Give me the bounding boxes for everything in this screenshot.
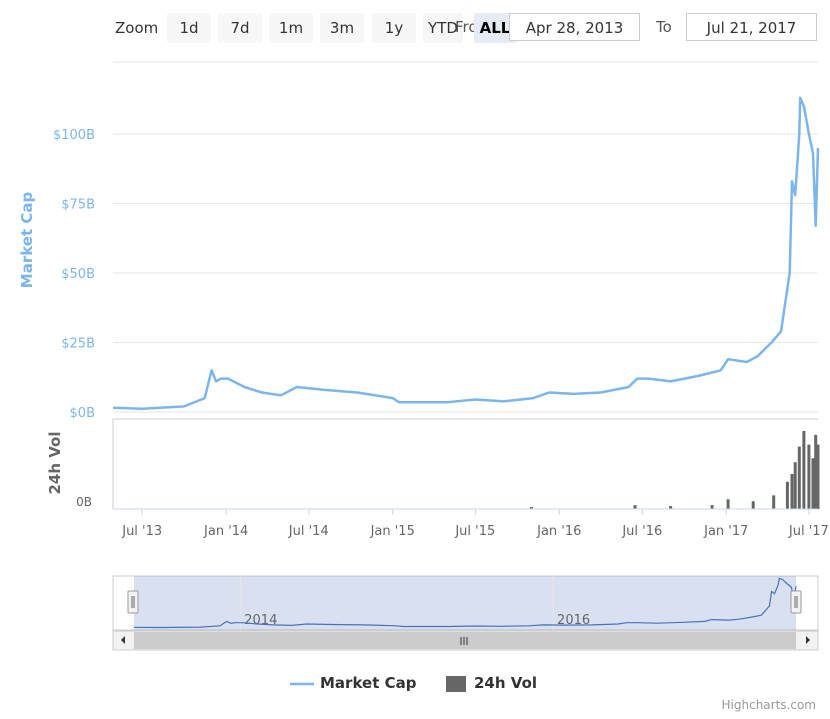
volume-bar <box>529 507 533 509</box>
zoom-3m-button[interactable]: 3m <box>320 13 364 43</box>
volume-bar <box>802 431 806 509</box>
to-date-input[interactable]: Jul 21, 2017 <box>686 13 817 41</box>
volume-bar <box>793 462 797 509</box>
y-gridlines <box>113 61 818 413</box>
x-tick-label: Jan '14 <box>203 524 248 539</box>
zoom-ytd-button[interactable]: YTD <box>423 13 463 43</box>
x-tick-label: Jul '16 <box>621 524 662 539</box>
volume-bar <box>816 444 820 509</box>
navigator[interactable]: 2014 2016 <box>112 575 819 631</box>
volume-bar <box>669 506 673 509</box>
y-axis-title: Market Cap <box>18 192 36 289</box>
volume-bars <box>529 431 820 510</box>
scroll-left-arrow-icon[interactable] <box>121 636 125 644</box>
navigator-series-line <box>133 577 797 629</box>
navigator-selection[interactable] <box>134 576 796 630</box>
volume-bar <box>710 505 714 509</box>
zoom-1y-button[interactable]: 1y <box>372 13 416 43</box>
x-tick-label: Jul '13 <box>121 524 162 539</box>
zoom-1d-button[interactable]: 1d <box>167 13 211 43</box>
x-tick-label: Jan '17 <box>703 524 748 539</box>
x-tick-label: Jan '16 <box>536 524 581 539</box>
market-cap-line <box>112 96 820 410</box>
x-tick-label: Jan '15 <box>370 524 415 539</box>
range-selector: Zoom 1d 7d 1m 3m 1y YTD From ALL Apr 28,… <box>0 0 830 56</box>
x-tick-label: Jul '14 <box>288 524 329 539</box>
legend-market-cap[interactable]: Market Cap <box>320 674 417 692</box>
navigator-tick-label: 2014 <box>244 613 277 628</box>
navigator-tick-label: 2016 <box>557 613 590 628</box>
volume-bar <box>807 444 811 509</box>
volume-bar <box>633 505 637 509</box>
y-tick-label: $25B <box>61 337 95 352</box>
volume-bar <box>790 473 794 509</box>
y-tick-label: $50B <box>61 267 95 282</box>
volume-bar <box>772 495 776 509</box>
volume-bar <box>814 434 818 509</box>
y-tick-label: $0B <box>70 406 95 421</box>
legend-volume-symbol <box>446 676 466 692</box>
navigator-left-handle[interactable] <box>127 590 139 614</box>
scrollbar-thumb[interactable] <box>134 632 796 649</box>
scrollbar-grip-icon <box>460 637 468 645</box>
from-date-input[interactable]: Apr 28, 2013 <box>509 13 640 41</box>
volume-bar <box>797 446 801 509</box>
y-tick-labels: $0B $25B $50B $75B $100B <box>53 128 95 421</box>
navigator-right-handle[interactable] <box>790 590 802 614</box>
x-tick-label: Jul '15 <box>454 524 495 539</box>
x-tick-labels: Jul '13 Jan '14 Jul '14 Jan '15 Jul '15 Jan '… <box>121 509 829 539</box>
volume-bar <box>751 501 755 509</box>
volume-axis-title: 24h Vol <box>46 431 64 494</box>
zoom-1m-button[interactable]: 1m <box>269 13 313 43</box>
credits-link[interactable]: Highcharts.com <box>721 698 816 712</box>
to-label: To <box>656 18 672 36</box>
volume-bar <box>726 499 730 510</box>
zoom-7d-button[interactable]: 7d <box>218 13 262 43</box>
zoom-label: Zoom <box>115 19 159 37</box>
legend-volume[interactable]: 24h Vol <box>474 674 538 692</box>
volume-bar <box>785 481 789 509</box>
scroll-right-arrow-icon[interactable] <box>806 636 810 644</box>
y-tick-label: $100B <box>53 128 95 143</box>
volume-bar <box>811 458 815 509</box>
volume-tick-zero: 0B <box>76 495 92 509</box>
x-tick-label: Jul '17 <box>788 524 829 539</box>
y-tick-label: $75B <box>61 198 95 213</box>
scrollbar[interactable] <box>112 630 819 651</box>
